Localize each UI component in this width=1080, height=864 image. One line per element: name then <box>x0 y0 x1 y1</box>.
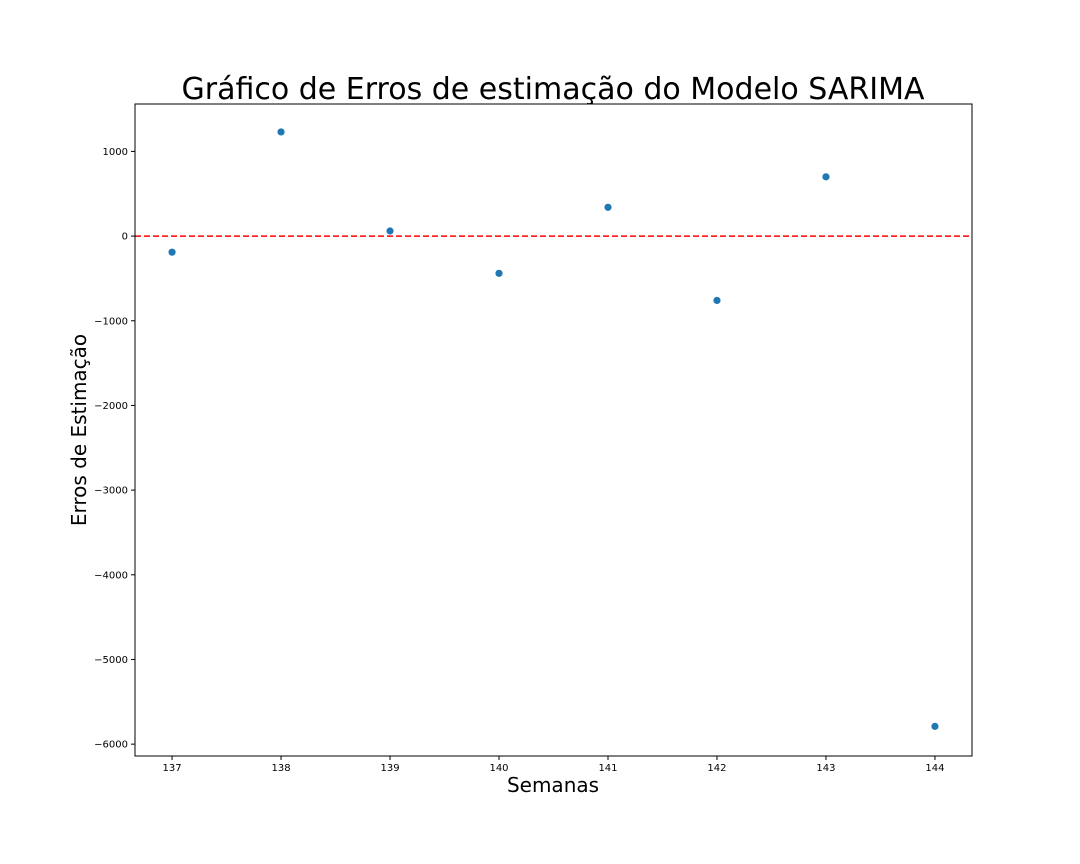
x-tick-label: 140 <box>489 763 508 774</box>
y-tick-label: −6000 <box>94 740 128 751</box>
data-point <box>168 248 176 256</box>
x-tick-label: 139 <box>380 763 399 774</box>
y-tick-label: −4000 <box>94 570 128 581</box>
data-point <box>386 227 394 235</box>
y-axis: 1000 0 −1000 −2000 −3000 −4000 −5000 −6000 <box>94 147 135 751</box>
x-tick-label: 144 <box>925 763 944 774</box>
data-point <box>277 128 285 136</box>
x-tick-label: 142 <box>707 763 726 774</box>
y-tick-label: −3000 <box>94 486 128 497</box>
data-point <box>713 296 721 305</box>
x-tick-label: 143 <box>816 763 835 774</box>
plot-area <box>135 104 972 756</box>
y-tick-label: 1000 <box>103 147 128 158</box>
data-points <box>168 128 939 730</box>
data-point <box>931 722 939 730</box>
x-axis: 137 138 139 140 141 142 143 144 <box>163 756 944 774</box>
x-axis-label: Semanas <box>507 773 599 797</box>
y-tick-label: 0 <box>122 232 128 243</box>
data-point <box>822 173 830 181</box>
x-tick-label: 138 <box>271 763 290 774</box>
x-tick-label: 141 <box>598 763 617 774</box>
data-point <box>495 269 503 277</box>
y-axis-label: Erros de Estimação <box>67 334 91 526</box>
y-tick-label: −1000 <box>94 316 128 327</box>
data-point <box>604 203 612 211</box>
chart-title: Gráfico de Erros de estimação do Modelo … <box>182 72 925 107</box>
x-tick-label: 137 <box>163 763 182 774</box>
y-tick-label: −2000 <box>94 401 128 412</box>
y-tick-label: −5000 <box>94 655 128 666</box>
plot-frame <box>134 103 973 757</box>
